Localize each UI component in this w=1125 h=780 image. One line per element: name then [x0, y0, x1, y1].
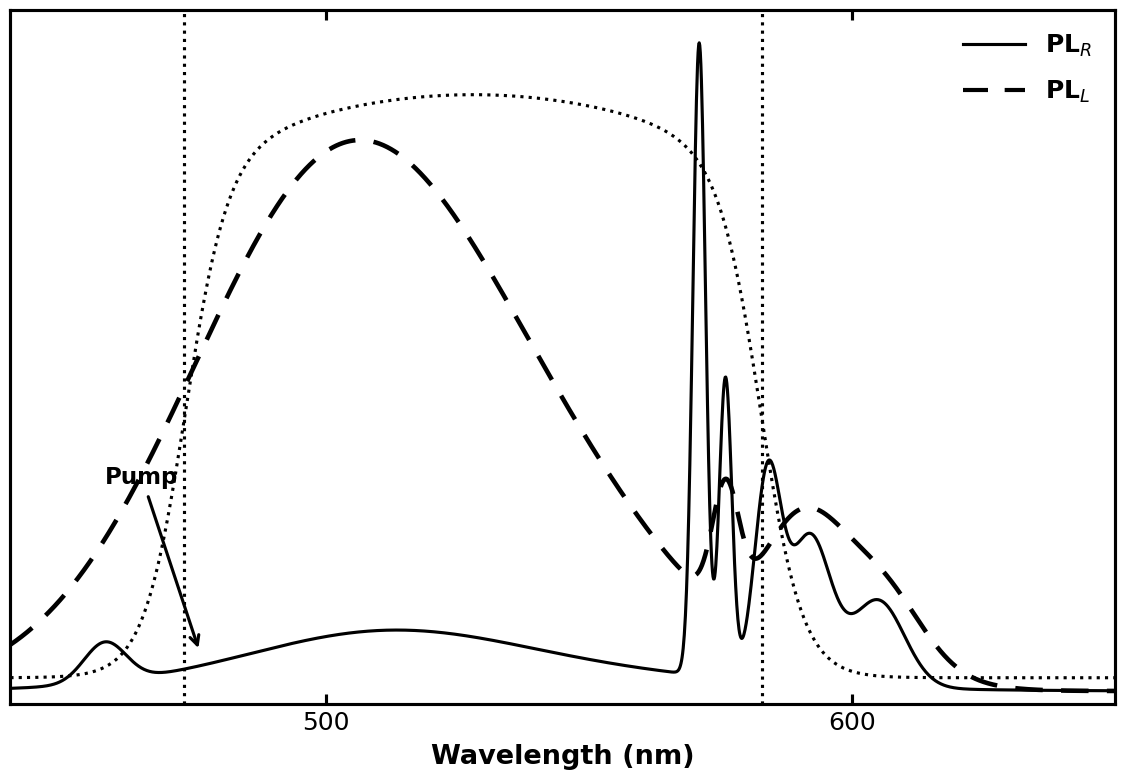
Text: Pump: Pump: [105, 466, 199, 645]
Legend: PL$_R$, PL$_L$: PL$_R$, PL$_L$: [953, 23, 1102, 115]
X-axis label: Wavelength (nm): Wavelength (nm): [431, 743, 694, 770]
